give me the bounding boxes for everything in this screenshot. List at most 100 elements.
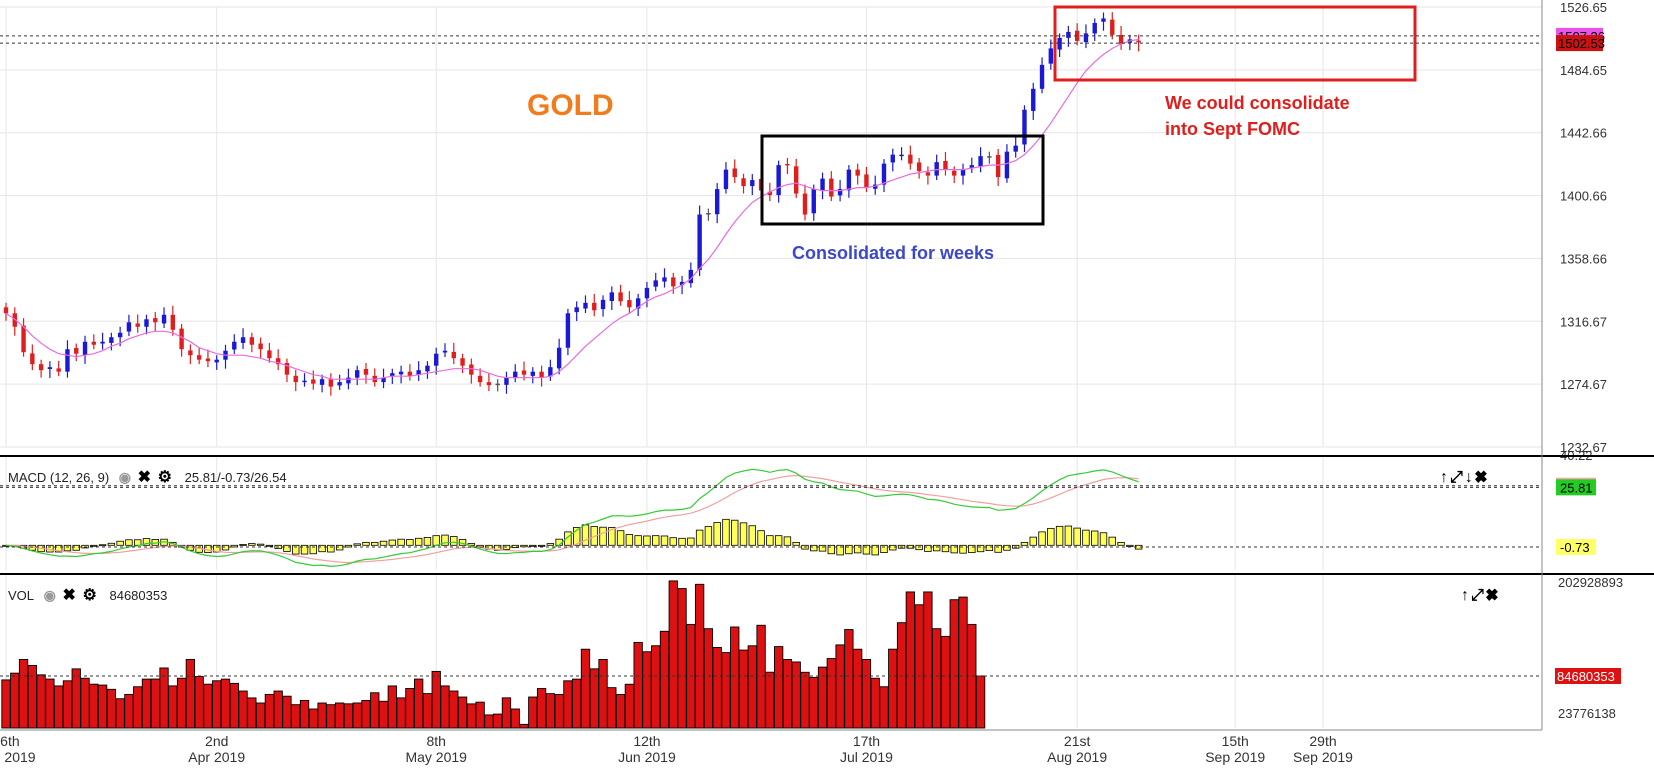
candle-body	[995, 154, 1001, 178]
candle-body	[100, 341, 105, 344]
last-price-badge	[1556, 35, 1603, 52]
macd-histogram-bar	[397, 538, 405, 546]
macd-histogram-bar	[792, 541, 800, 546]
macd-histogram-bar	[634, 535, 642, 546]
volume-bar	[334, 702, 345, 729]
candle-body	[117, 332, 123, 338]
candle-body	[583, 302, 588, 309]
macd-label: MACD (12, 26, 9)	[8, 470, 110, 485]
candle-body	[969, 165, 974, 169]
eye-icon[interactable]: ◉	[43, 587, 56, 603]
macd-histogram-bar	[704, 526, 713, 546]
price-grid	[0, 6, 1542, 448]
macd-histogram-bar	[300, 544, 309, 555]
volume-bar	[238, 690, 248, 729]
close-icon[interactable]: ✖	[137, 469, 152, 486]
close-icon[interactable]: ✖	[1474, 469, 1489, 486]
macd-panel[interactable]: 40.2226.5425.81-0.73	[0, 448, 1596, 570]
macd-histogram-bar	[371, 541, 379, 546]
candle-body	[714, 189, 720, 215]
arrow-up-icon[interactable]: ↑	[1440, 469, 1450, 486]
candle-body	[1066, 31, 1071, 38]
date-tick-day: 12th	[633, 733, 660, 749]
candle-body	[346, 377, 351, 384]
macd-line	[5, 468, 1139, 568]
arrow-down-icon[interactable]: ↓	[1464, 469, 1475, 486]
volume-bar	[703, 628, 714, 729]
volume-bar	[510, 708, 520, 729]
volume-bar	[572, 678, 582, 729]
volume-bar	[844, 629, 854, 729]
volume-label: VOL	[8, 588, 35, 603]
expand-icon[interactable]: ⤢	[1450, 469, 1465, 486]
candle-body	[495, 383, 500, 386]
gear-icon[interactable]: ⚙	[82, 587, 97, 604]
candle-body	[723, 169, 729, 190]
price-tick-label: 1274.67	[1560, 377, 1607, 392]
volume-bar	[71, 668, 81, 729]
volume-bar	[387, 685, 397, 729]
candle-body	[916, 162, 922, 172]
arrow-up-icon[interactable]: ↑	[1461, 587, 1471, 604]
candle-body	[671, 277, 676, 287]
candle-body	[776, 165, 781, 196]
volume-bar	[176, 677, 187, 729]
volume-bar	[159, 667, 169, 729]
candle-body	[1092, 22, 1097, 34]
candle-body	[1013, 145, 1018, 152]
macd-histogram-bar	[915, 544, 923, 551]
volume-bar	[782, 659, 793, 729]
volume-bar	[528, 696, 538, 729]
candle-body	[38, 364, 44, 371]
candle-body	[741, 178, 746, 187]
macd-histogram-bar	[239, 544, 247, 546]
macd-histogram-bar	[1126, 544, 1134, 547]
volume-value: 84680353	[109, 588, 168, 603]
price-axis: 1526.65 1484.65 1442.66 1400.66 1358.66 1316.…	[0, 0, 1607, 455]
candle-body	[381, 377, 386, 383]
candle-body	[662, 277, 667, 282]
volume-bar	[940, 635, 951, 729]
volume-panel[interactable]: 202928893 23776138 84680353	[0, 575, 1623, 729]
candle-body	[1048, 48, 1054, 64]
macd-histogram-bar	[783, 536, 792, 546]
gear-icon[interactable]: ⚙	[157, 469, 172, 486]
expand-icon[interactable]: ⤢	[1471, 587, 1486, 604]
candle-body	[548, 367, 553, 377]
candle-body	[811, 189, 816, 214]
macd-histogram	[2, 518, 1143, 556]
candle-body	[91, 341, 96, 345]
date-tick-day: 21st	[1064, 733, 1091, 749]
candle-body	[460, 358, 465, 366]
volume-bar	[36, 674, 46, 729]
macd-histogram-bar	[309, 544, 317, 555]
candle-body	[908, 154, 913, 164]
candle-body	[126, 322, 132, 332]
candle-body	[355, 370, 360, 378]
volume-bar	[923, 591, 933, 729]
volume-bar	[370, 692, 380, 729]
volume-bar	[932, 628, 942, 729]
price-panel[interactable]: GOLD Consolidated for weeks We could con…	[0, 0, 1607, 455]
eye-icon[interactable]: ◉	[118, 469, 131, 485]
close-icon[interactable]: ✖	[62, 587, 76, 604]
candle-body	[1057, 37, 1062, 50]
candle-body	[267, 350, 272, 359]
macd-histogram-bar	[1029, 536, 1037, 546]
volume-bar	[598, 659, 608, 729]
volume-bar	[440, 685, 450, 729]
macd-histogram-bar	[731, 519, 739, 546]
macd-histogram-bar	[1047, 527, 1055, 546]
volume-value-label: 84680353	[1557, 669, 1615, 684]
candle-body	[837, 189, 843, 196]
candle-body	[820, 178, 825, 191]
volume-bar	[712, 647, 722, 729]
volume-tick-label: 202928893	[1558, 575, 1623, 590]
date-tick-month: Jun 2019	[618, 749, 676, 765]
candle-body	[706, 213, 711, 215]
volume-bar	[905, 591, 915, 729]
close-icon[interactable]: ✖	[1485, 587, 1500, 604]
candle-body	[653, 280, 658, 287]
volume-bar	[756, 624, 766, 729]
macd-histogram-bar	[441, 534, 449, 546]
